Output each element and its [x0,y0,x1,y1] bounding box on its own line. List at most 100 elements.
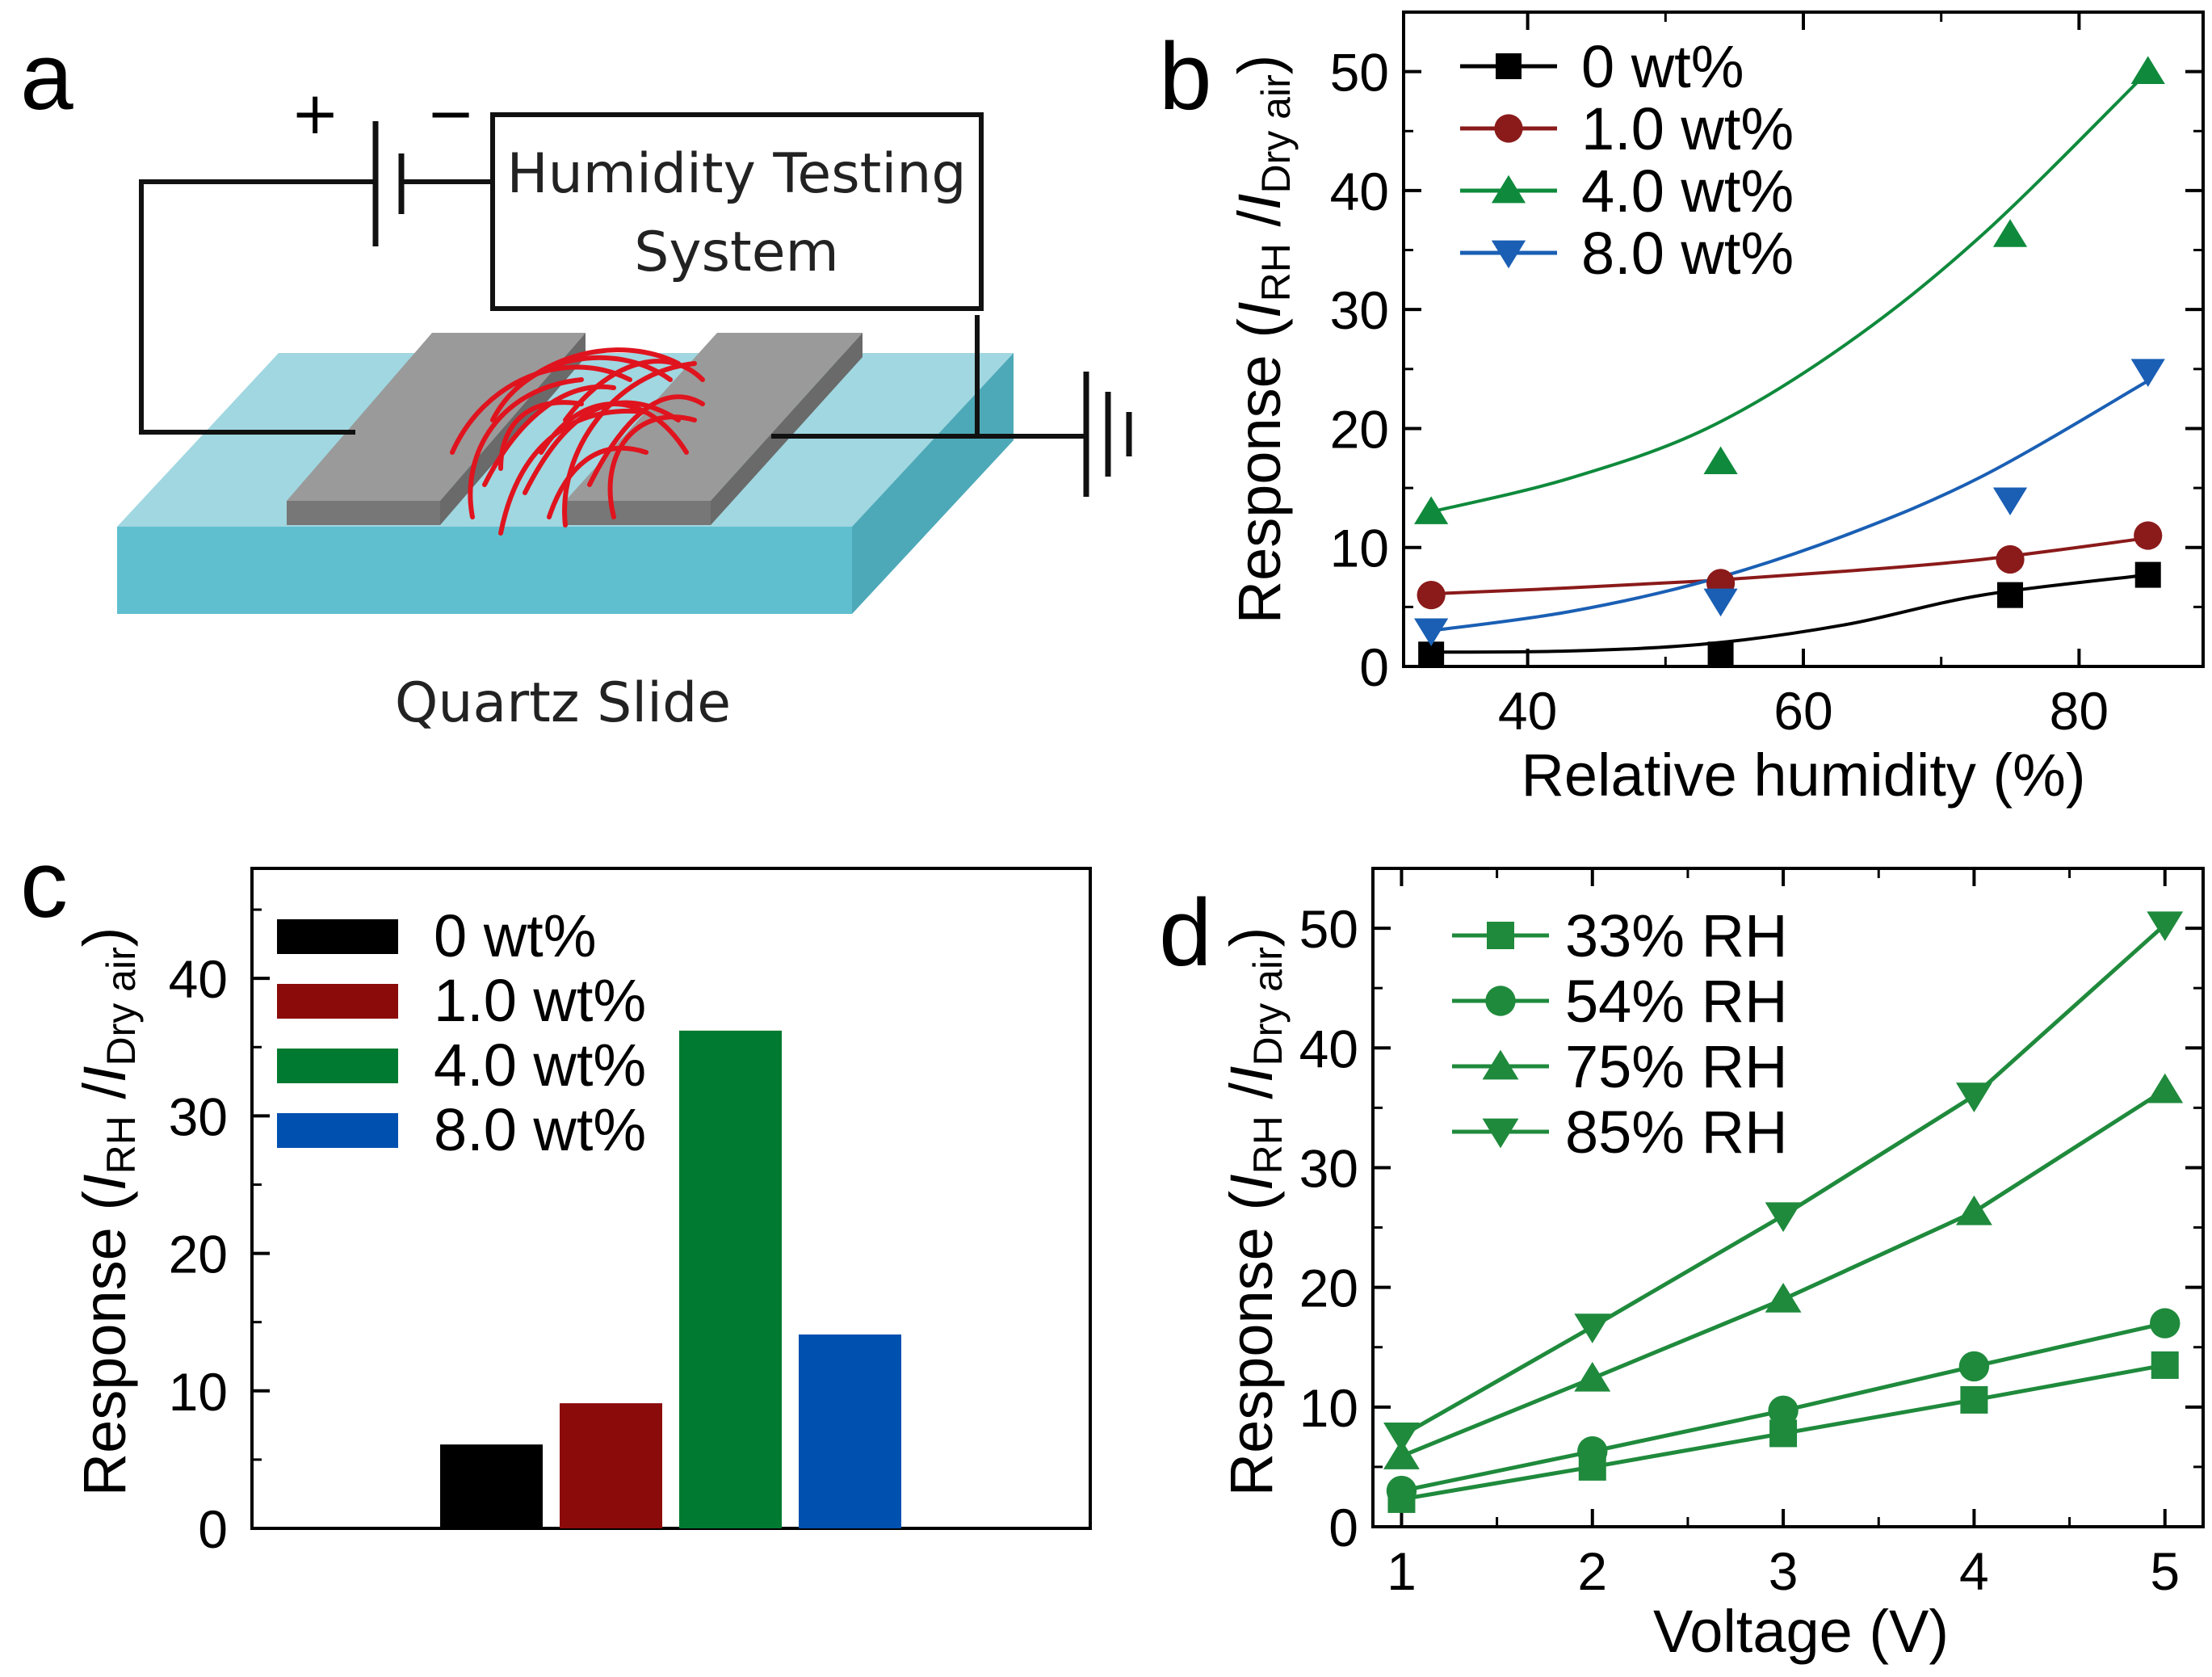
nanofiber-network [450,347,705,536]
panel-b-point [2134,561,2161,588]
panel-d-legend-marker [1487,922,1514,949]
panel-b-xtick-label: 40 [1498,681,1557,741]
right-electrode-top [565,333,863,501]
battery-plus-sign: + [291,79,339,147]
panel-b-point [1703,588,1738,617]
right-electrode-front [565,501,711,525]
panel-b-legend-label: 4.0 wt% [1581,158,1794,225]
humidity-testing-system-box [490,112,984,311]
panel-c-legend-label: 1.0 wt% [434,967,646,1034]
panel-a-letter: a [20,23,73,130]
panel-b-xtick-label: 60 [1773,681,1832,741]
panel-d-xtick-label: 1 [1387,1541,1417,1601]
panel-b-legend-label: 1.0 wt% [1581,95,1794,162]
panel-d-legend-marker [1482,1049,1519,1080]
panel-d-point [1383,1440,1420,1469]
panel-b-plot-frame [1402,11,2205,668]
panel-b-ytick-label: 30 [1330,280,1389,340]
panel-b-point [2130,56,2165,84]
panel-b-legend-marker [1494,114,1523,143]
panel-c-ticks: 0 10 20 30 40 [169,908,270,1559]
panel-d-point [1383,1423,1420,1452]
panel-b-point [1707,641,1734,668]
panel-b-legend-marker [1491,174,1526,204]
panel-b-point [1992,219,2028,247]
panel-d-xtick-label: 5 [2150,1541,2180,1601]
panel-b-point [1703,446,1738,475]
panel-b-x-axis-label: Relative humidity (%) [1521,742,2085,809]
panel-c-bar [679,1030,782,1528]
right-electrode-side [711,333,863,525]
panel-b-fit-line-0 [1431,573,2148,654]
panel-c-ytick-label: 30 [169,1086,228,1146]
panel-d-ticks: 0 10 20 30 40 50 1 2 3 4 5 [1299,868,2203,1601]
panel-d-point [1960,1385,1988,1414]
panel-c-legend-swatch [277,919,398,954]
panel-d-ytick-label: 10 [1299,1378,1358,1438]
panel-b-fit-line-3 [1430,379,2149,633]
panel-d-point [1768,1395,1799,1426]
panel-b-legend-marker [1496,53,1522,79]
panel-c-bar [440,1444,543,1528]
panel-b-ytick-label: 20 [1330,399,1389,459]
panel-d-point [1958,1351,1990,1382]
panel-b-ytick-label: 0 [1359,637,1389,697]
panel-d-x-axis-label: Voltage (V) [1653,1598,1949,1665]
panel-d-plot-frame [1371,867,2205,1528]
panel-d-legend-label: 54% RH [1565,968,1788,1035]
panel-b-markers [1414,56,2165,668]
panel-c-bars [440,1030,901,1528]
panel-c-plot-frame [250,867,1092,1530]
panel-b-point [2134,521,2163,550]
panel-c-ytick-label: 10 [169,1362,228,1422]
panel-c-legend: 0 wt%1.0 wt%4.0 wt%8.0 wt% [277,902,646,1163]
panel-b-y-axis-label: Response (IRH /IDry air) [1226,55,1299,624]
panel-d-point [1574,1313,1611,1343]
panel-b-ytick-label: 50 [1330,43,1389,103]
quartz-slide-caption: Quartz Slide [395,671,731,735]
panel-d-legend-marker [1485,986,1516,1016]
panel-d-point [1765,1283,1802,1313]
panel-d-ytick-label: 20 [1299,1259,1358,1318]
box-label-line1: Humidity Testing [506,142,966,206]
panel-b-chart: b 0 10 20 30 40 50 40 60 80 0 wt%1.0 wt%4.0 wt%8… [1159,11,2205,809]
panel-b-legend-label: 0 wt% [1581,33,1744,100]
panel-c-legend-label: 4.0 wt% [434,1032,646,1099]
battery-minus-sign: − [426,79,475,147]
panel-b-legend: 0 wt%1.0 wt%4.0 wt%8.0 wt% [1460,33,1794,287]
panel-d-point [2150,1308,2181,1339]
panel-a-schematic: a [20,23,1132,735]
panel-c-legend-label: 8.0 wt% [434,1096,646,1163]
panel-c-bar [799,1334,901,1528]
panel-d-point [2151,1351,2179,1379]
panel-b-point [1414,496,1449,524]
panel-c-ytick-label: 40 [169,949,228,1009]
panel-c-ytick-label: 0 [198,1499,228,1559]
panel-d-xtick-label: 3 [1769,1541,1799,1601]
panel-c-letter: c [20,831,68,938]
panel-d-legend-label: 33% RH [1565,902,1788,969]
panel-d-xtick-label: 4 [1959,1541,1989,1601]
panel-c-bar [560,1403,662,1528]
panel-c-chart: c 0 10 20 30 40 0 wt%1.0 wt%4.0 wt%8.0 wt% R… [20,831,1092,1559]
panel-d-xtick-label: 2 [1577,1541,1607,1601]
panel-b-legend-label: 8.0 wt% [1581,220,1794,287]
panel-d-point [2147,911,2184,942]
panel-d-legend-label: 85% RH [1565,1099,1788,1166]
panel-d-ytick-label: 30 [1299,1138,1358,1198]
quartz-slide-side [852,353,1014,614]
panel-d-point [1955,1195,1992,1225]
panel-d-letter: d [1159,880,1212,986]
panel-c-legend-swatch [277,984,398,1019]
panel-d-point [2147,1073,2184,1103]
box-label-line2: System [634,221,839,284]
panel-c-legend-swatch [277,1049,398,1083]
left-electrode-top [287,333,586,501]
panel-d-point [1955,1082,1992,1112]
panel-d-ytick-label: 50 [1299,899,1358,959]
panel-b-ytick-label: 40 [1330,162,1389,221]
quartz-slide-front [117,527,852,614]
panel-c-y-axis-label: Response (IRH /IDry air) [71,927,144,1497]
